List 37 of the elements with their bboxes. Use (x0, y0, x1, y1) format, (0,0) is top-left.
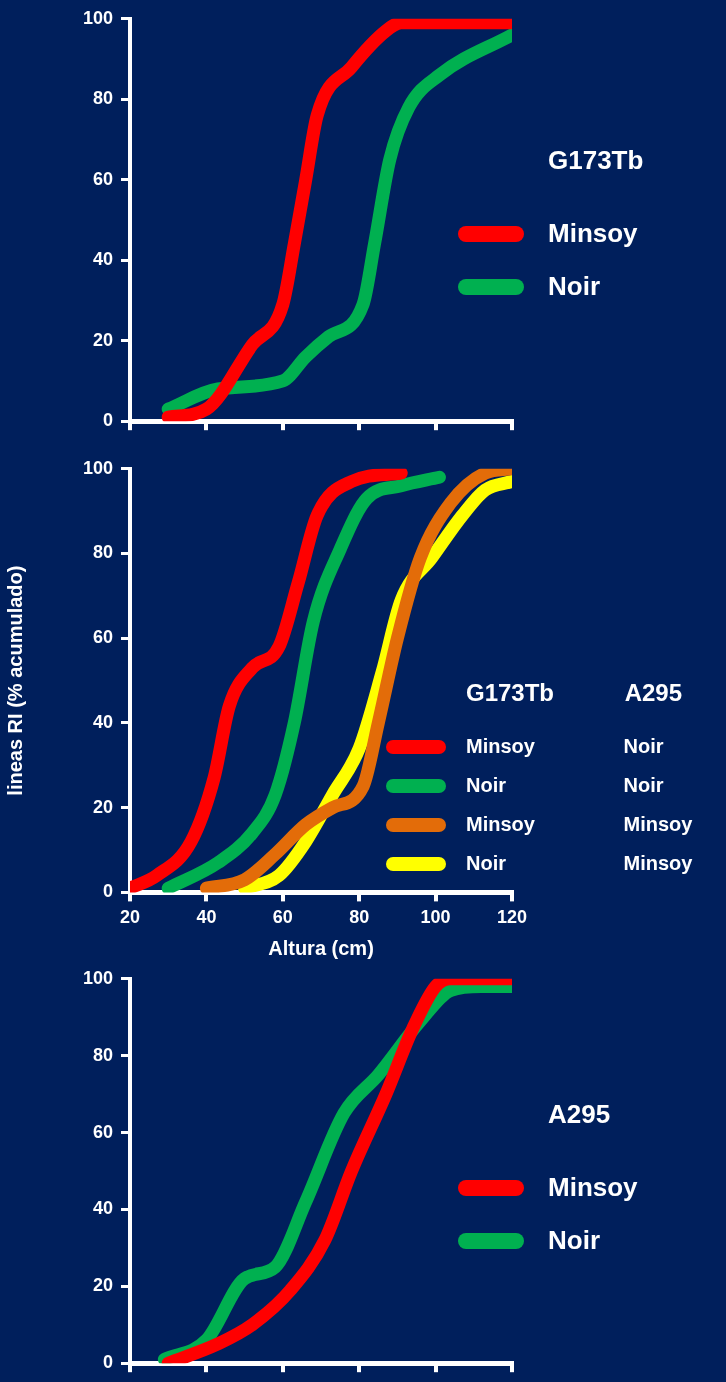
y-tick-label: 100 (82, 457, 113, 478)
y-tick-label: 80 (92, 542, 113, 563)
y-tick-label: 20 (92, 329, 113, 350)
text: Noir Noir (466, 774, 664, 796)
text: Noir Minsoy (466, 852, 693, 874)
x-tick-label: 20 (119, 907, 141, 928)
legend-label: Minsoy (548, 218, 638, 249)
y-tick-label: 60 (92, 1121, 113, 1142)
legend-title: G173Tb (548, 145, 644, 176)
text: Minsoy Noir (466, 735, 664, 757)
y-tick-label: 60 (92, 168, 113, 189)
x-tick-label: 40 (196, 907, 217, 928)
y-tick-label: 80 (92, 1044, 113, 1065)
x-tick-label: 60 (272, 907, 293, 928)
y-tick-label: 60 (92, 627, 113, 648)
x-tick-label: 80 (349, 907, 370, 928)
y-tick-label: 100 (82, 967, 113, 988)
text: Minsoy Minsoy (466, 813, 693, 835)
y-tick-label: 40 (92, 711, 113, 732)
legend-label: Noir (548, 1225, 600, 1256)
legend-title: A295 (548, 1099, 611, 1130)
y-axis-title: lineas RI (% acumulado) (3, 565, 26, 796)
legend-label: Noir (548, 271, 600, 302)
y-tick-label: 20 (92, 796, 113, 817)
x-axis-title: Altura (cm) (268, 936, 374, 959)
y-tick-label: 0 (102, 410, 113, 431)
y-tick-label: 40 (92, 1198, 113, 1219)
y-tick-label: 20 (92, 1275, 113, 1296)
y-tick-label: 40 (92, 249, 113, 270)
y-tick-label: 0 (102, 1352, 113, 1373)
y-tick-label: 0 (102, 881, 113, 902)
y-tick-label: 80 (92, 88, 113, 109)
x-tick-label: 120 (496, 907, 528, 928)
text: G173Tb A295 (466, 679, 683, 706)
legend-label: Minsoy (548, 1172, 638, 1203)
y-tick-label: 100 (82, 7, 113, 28)
x-tick-label: 100 (420, 907, 451, 928)
